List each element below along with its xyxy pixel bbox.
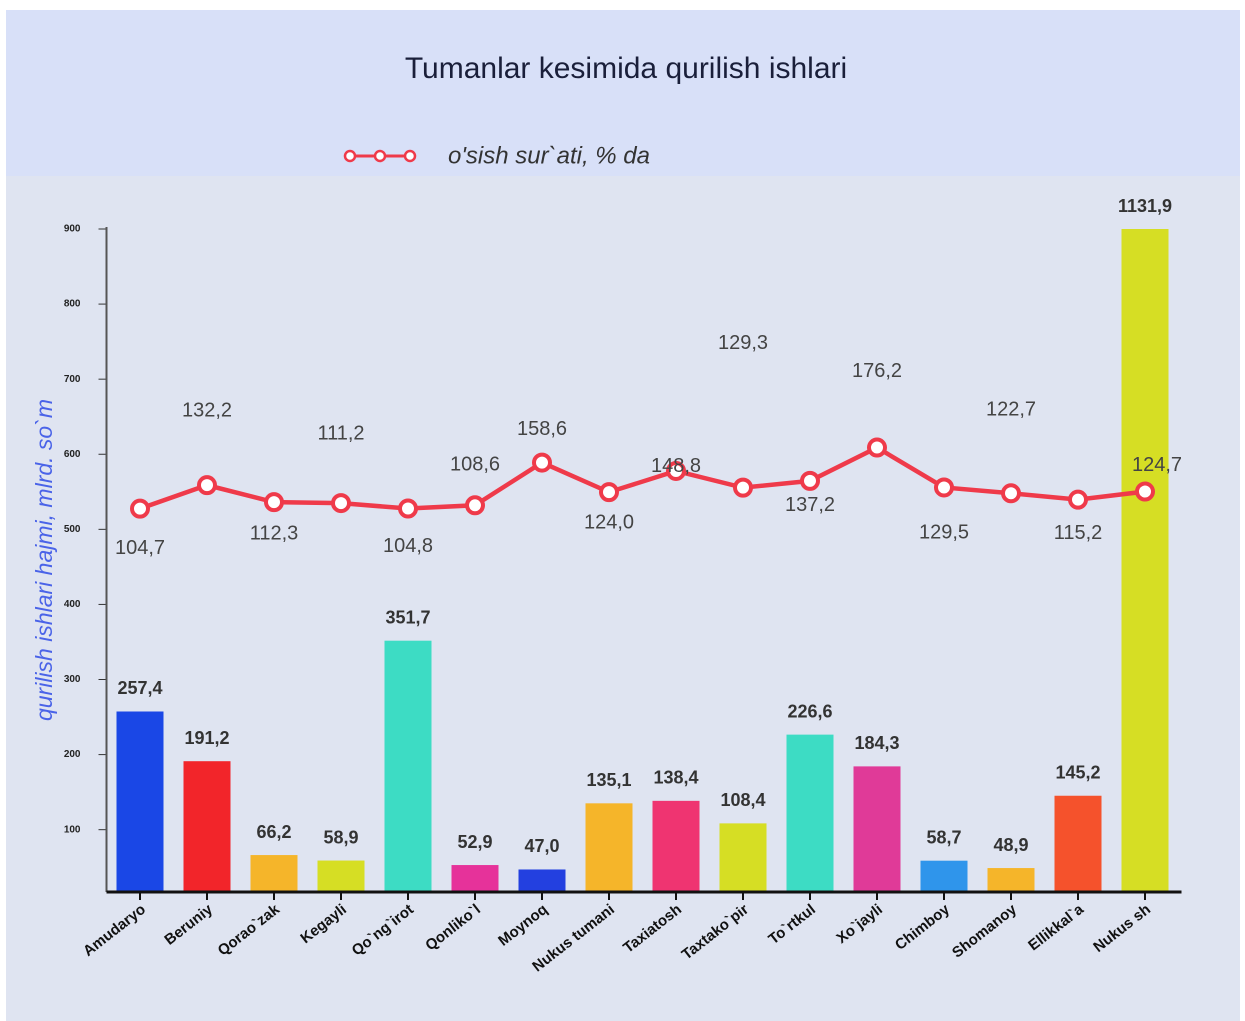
bar — [853, 766, 901, 892]
bar — [183, 761, 231, 892]
plot-bg — [6, 176, 1240, 1021]
line-value-label: 122,7 — [986, 399, 1036, 421]
line-marker — [130, 498, 150, 519]
line-marker — [264, 492, 284, 513]
bar — [1054, 795, 1102, 892]
bar-value-label: 191,2 — [184, 728, 229, 748]
y-tick-label: 500 — [64, 524, 81, 535]
y-tick-label: 900 — [64, 224, 81, 235]
line-marker — [934, 477, 954, 498]
bar — [585, 803, 633, 892]
bar-value-label: 145,2 — [1055, 762, 1100, 782]
legend: o'sish sur`ati, % da — [343, 142, 650, 169]
line-marker — [197, 475, 217, 496]
bar — [1121, 229, 1169, 892]
y-tick-label: 200 — [64, 749, 81, 760]
line-value-label: 132,2 — [182, 399, 232, 421]
legend-label: o'sish sur`ati, % da — [448, 142, 650, 169]
line-value-label: 112,3 — [250, 522, 299, 544]
bar-value-label: 135,1 — [586, 770, 631, 790]
line-marker — [666, 460, 686, 481]
y-tick-label: 700 — [64, 374, 81, 385]
line-marker — [1135, 481, 1155, 502]
line-marker — [867, 437, 887, 458]
bar-value-label: 257,4 — [117, 678, 162, 698]
line-value-label: 108,6 — [450, 454, 500, 476]
bar-value-label: 184,3 — [854, 733, 899, 753]
line-value-label: 124,7 — [1132, 454, 1182, 476]
line-value-label: 158,6 — [517, 418, 567, 440]
line-marker — [800, 470, 820, 491]
bar-value-label: 138,4 — [653, 768, 698, 788]
bar-value-label: 48,9 — [993, 835, 1028, 855]
bar — [384, 640, 432, 892]
line-value-label: 137,2 — [785, 494, 835, 516]
bar — [116, 711, 164, 892]
line-marker — [733, 477, 753, 498]
line-marker — [599, 482, 619, 503]
bar-value-label: 58,9 — [323, 827, 358, 847]
bar-value-label: 1131,9 — [1118, 196, 1172, 216]
line-value-label: 104,8 — [383, 535, 433, 557]
bar-value-label: 66,2 — [256, 822, 291, 842]
line-value-label: 176,2 — [852, 360, 902, 382]
legend-marker — [343, 149, 357, 163]
line-value-label: 148,8 — [651, 455, 701, 477]
bar-value-label: 52,9 — [457, 832, 492, 852]
legend-marker — [373, 149, 387, 163]
y-tick-label: 400 — [64, 599, 81, 610]
header-bg — [6, 10, 1240, 176]
y-tick-label: 600 — [64, 449, 81, 460]
bar-value-label: 226,6 — [787, 701, 832, 721]
bar — [317, 860, 365, 892]
line-value-label: 129,5 — [919, 522, 969, 544]
line-value-label: 129,3 — [718, 332, 768, 354]
bar-value-label: 47,0 — [524, 836, 559, 856]
bars — [116, 229, 1169, 892]
line-marker — [465, 495, 485, 516]
line-value-label: 111,2 — [317, 422, 364, 444]
bar — [451, 865, 499, 892]
line-marker — [1001, 483, 1021, 504]
y-tick-label: 300 — [64, 674, 81, 685]
bar-value-label: 108,4 — [720, 790, 765, 810]
line-marker — [331, 493, 351, 514]
chart-title: Tumanlar kesimida qurilish ishlari — [405, 52, 847, 85]
bar — [250, 855, 298, 892]
bar — [518, 869, 566, 892]
line-value-label: 115,2 — [1054, 522, 1103, 544]
bar-value-label: 58,7 — [926, 827, 961, 847]
line-value-label: 104,7 — [115, 537, 165, 559]
y-tick-label: 800 — [64, 299, 81, 310]
y-tick-label: 100 — [64, 824, 81, 835]
line-marker — [532, 452, 552, 473]
line-value-label: 124,0 — [584, 511, 634, 533]
bar — [719, 823, 767, 892]
line-marker — [398, 498, 418, 519]
bar — [652, 800, 700, 892]
bar — [987, 868, 1035, 892]
line-marker — [1068, 489, 1088, 510]
legend-marker — [403, 149, 417, 163]
line — [139, 444, 1146, 511]
bar — [920, 860, 968, 892]
bar-value-label: 351,7 — [385, 607, 430, 627]
y-axis-label: qurilish ishlari hajmi, mlrd. so`m — [31, 399, 57, 721]
bar — [786, 734, 834, 892]
